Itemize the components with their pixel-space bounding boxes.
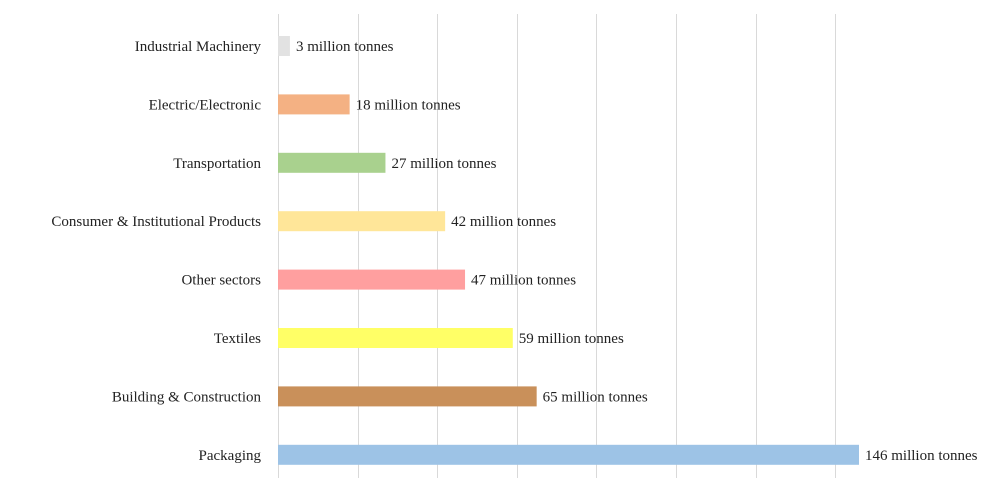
bar-building-construction — [278, 386, 537, 407]
value-labels: 3 million tonnes 18 million tonnes 27 mill… — [296, 39, 978, 464]
category-label-other-sectors: Other sectors — [181, 273, 261, 289]
bar-packaging — [278, 444, 859, 465]
value-label-other-sectors: 47 million tonnes — [471, 273, 576, 289]
bar-textiles — [278, 328, 513, 348]
value-label-industrial-machinery: 3 million tonnes — [296, 39, 394, 55]
category-labels: Industrial Machinery Electric/Electronic T… — [51, 39, 261, 464]
value-label-building-construction: 65 million tonnes — [543, 389, 648, 405]
value-label-electric-electronic: 18 million tonnes — [356, 97, 461, 113]
category-label-electric-electronic: Electric/Electronic — [149, 97, 262, 113]
category-label-textiles: Textiles — [214, 331, 261, 347]
bar-other-sectors — [278, 269, 466, 290]
value-label-packaging: 146 million tonnes — [865, 448, 978, 464]
bars — [278, 36, 859, 465]
bar-consumer-institutional-products — [278, 211, 446, 232]
bar-transportation — [278, 152, 386, 173]
category-label-packaging: Packaging — [199, 448, 262, 464]
category-label-transportation: Transportation — [173, 156, 261, 172]
bar-industrial-machinery — [278, 36, 290, 56]
value-label-transportation: 27 million tonnes — [391, 156, 496, 172]
category-label-industrial-machinery: Industrial Machinery — [135, 39, 262, 55]
value-label-consumer-institutional-products: 42 million tonnes — [451, 214, 556, 230]
category-label-consumer-institutional-products: Consumer & Institutional Products — [51, 214, 261, 230]
value-label-textiles: 59 million tonnes — [519, 331, 624, 347]
bar-electric-electronic — [278, 94, 350, 115]
category-label-building-construction: Building & Construction — [112, 389, 262, 405]
gridlines — [278, 14, 836, 478]
